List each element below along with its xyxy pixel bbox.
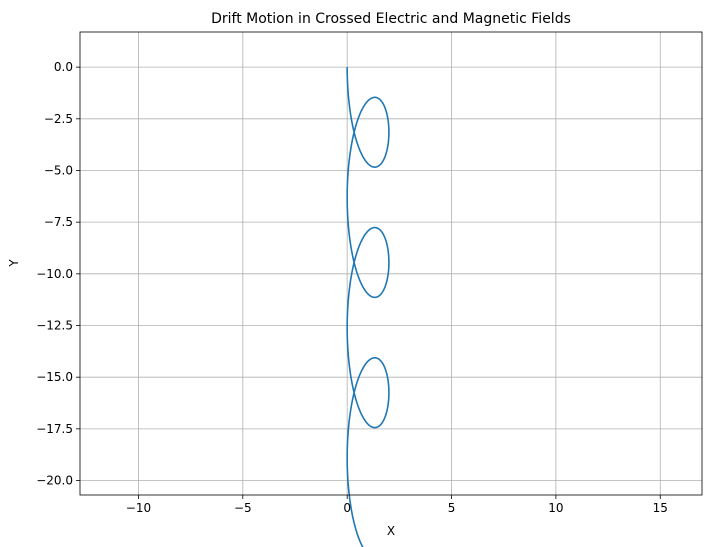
y-axis-label: Y (7, 259, 21, 268)
y-tick-label: −17.5 (36, 422, 73, 436)
y-tick-label: −10.0 (36, 267, 73, 281)
y-tick-label: −2.5 (44, 112, 73, 126)
x-axis-label: X (387, 524, 395, 538)
x-tick-label: 5 (448, 501, 456, 515)
y-tick-label: −12.5 (36, 319, 73, 333)
y-tick-label: 0.0 (54, 60, 73, 74)
x-tick-label: 10 (548, 501, 563, 515)
x-tick-label: −5 (234, 501, 252, 515)
x-tick-label: 15 (653, 501, 668, 515)
chart-title: Drift Motion in Crossed Electric and Mag… (211, 11, 571, 27)
y-tick-label: −15.0 (36, 370, 73, 384)
y-tick-label: −20.0 (36, 474, 73, 488)
y-gridlines (80, 66, 702, 481)
y-tick-label: −7.5 (44, 215, 73, 229)
x-axis-ticks: −10 −5 0 5 10 15 (126, 495, 668, 515)
x-tick-label: −10 (126, 501, 151, 515)
y-tick-label: −5.0 (44, 163, 73, 177)
x-gridlines (138, 32, 661, 495)
y-axis-ticks: 0.0 −2.5 −5.0 −7.5 −10.0 −12.5 −15.0 −17.5 −20.0 (36, 60, 80, 488)
trajectory-line (346, 67, 390, 547)
plot-area (80, 32, 702, 495)
plot-frame (79, 31, 703, 496)
x-tick-label: 0 (343, 501, 351, 515)
